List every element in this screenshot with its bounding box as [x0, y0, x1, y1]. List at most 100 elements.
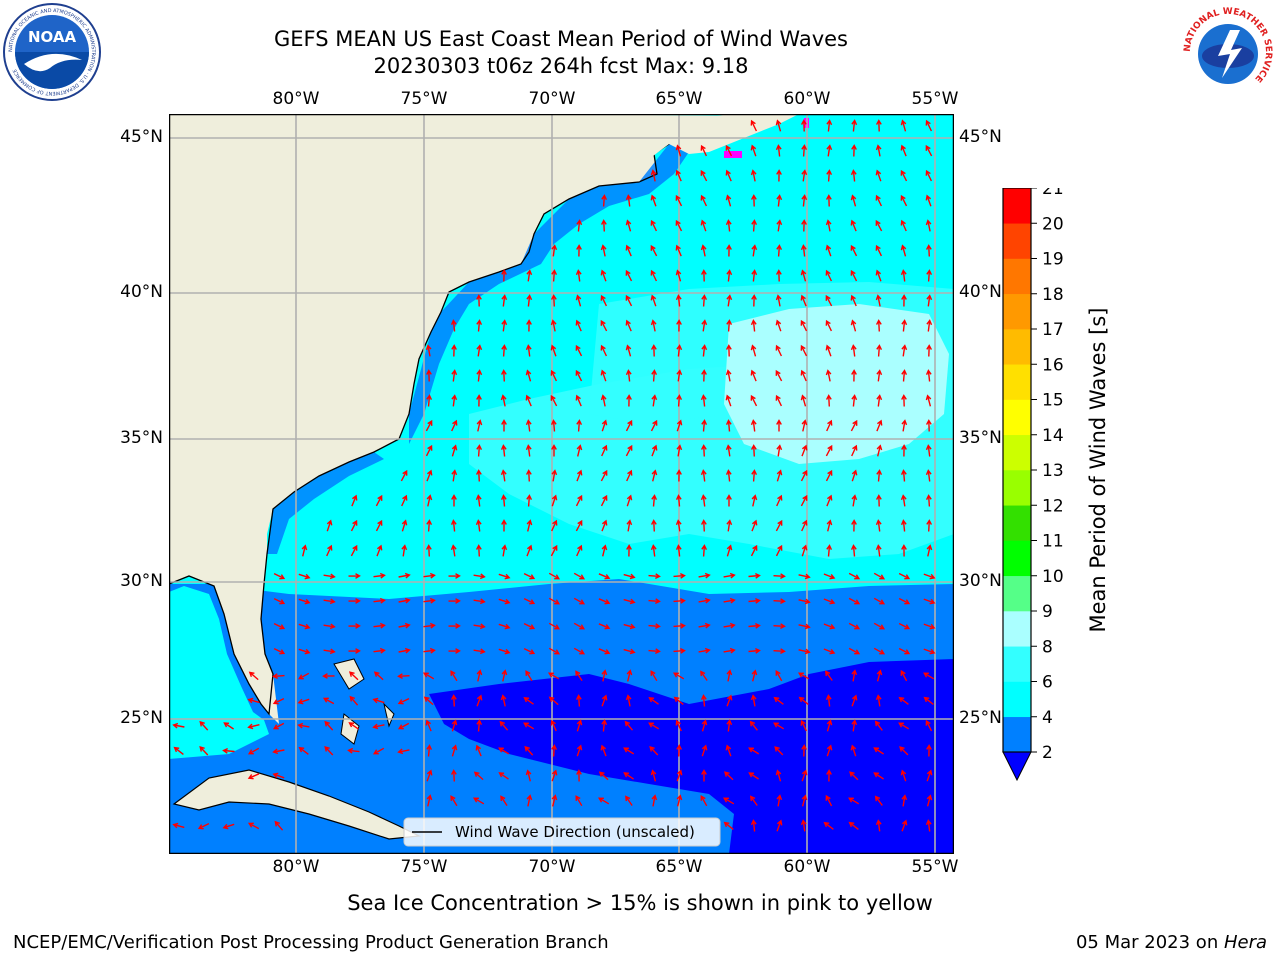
colorbar-tick-label: 4: [1042, 708, 1053, 728]
wave-arrow-icon: [851, 519, 857, 532]
wave-arrow-icon: [273, 647, 286, 655]
wave-arrow-icon: [650, 269, 658, 282]
wave-arrow-icon: [825, 294, 833, 307]
wave-arrow-icon: [526, 294, 533, 307]
wave-arrow-icon: [726, 269, 733, 282]
wave-arrow-icon: [750, 444, 757, 457]
wave-arrow-icon: [272, 722, 285, 730]
wave-arrow-icon: [750, 544, 758, 557]
wave-arrow-icon: [525, 670, 533, 682]
wave-arrow-icon: [625, 219, 632, 232]
wave-arrow-icon: [324, 720, 334, 731]
wave-arrow-icon: [551, 494, 558, 507]
wave-arrow-icon: [726, 694, 733, 707]
lat-label-right: 30°N: [959, 571, 1002, 591]
wave-arrow-icon: [550, 344, 557, 357]
wave-arrow-icon: [700, 444, 707, 457]
wave-arrow-icon: [548, 647, 561, 655]
wave-arrow-icon: [375, 494, 383, 507]
lon-label-top: 80°W: [272, 89, 320, 109]
wave-arrow-icon: [823, 598, 836, 605]
wave-arrow-icon: [773, 573, 786, 580]
wave-arrow-icon: [850, 194, 857, 207]
lon-label-top: 75°W: [400, 89, 448, 109]
coastal-band-2-4: [409, 114, 769, 444]
wave-arrow-icon: [825, 194, 832, 207]
wave-arrow-icon: [750, 144, 757, 157]
colorbar-cell: [1003, 434, 1031, 471]
wave-arrow-icon: [901, 819, 908, 832]
wave-arrow-icon: [725, 169, 732, 182]
wave-arrow-icon: [598, 648, 611, 655]
wave-arrow-icon: [650, 244, 658, 257]
wave-arrow-icon: [397, 748, 410, 755]
wave-arrow-icon: [900, 269, 907, 282]
wave-arrow-icon: [650, 294, 657, 307]
wave-arrow-icon: [576, 544, 583, 557]
wave-arrow-icon: [826, 494, 833, 507]
wave-arrow-icon: [550, 719, 557, 732]
wave-arrow-icon: [247, 697, 260, 704]
map-frame: [169, 114, 954, 854]
wave-arrow-icon: [700, 169, 708, 182]
wave-arrow-icon: [725, 744, 732, 757]
wave-arrow-icon: [473, 573, 486, 580]
wave-arrow-icon: [901, 319, 908, 332]
wave-arrow-icon: [575, 795, 583, 807]
colorbar-cell: [1003, 611, 1031, 647]
colorbar-cell: [1003, 364, 1031, 400]
wave-arrow-icon: [875, 544, 882, 557]
wave-arrow-icon: [650, 169, 657, 182]
wave-arrow-icon: [274, 820, 284, 831]
wave-arrow-icon: [848, 597, 861, 605]
wave-arrow-icon: [626, 469, 633, 482]
gulf-water: [169, 586, 269, 759]
wave-arrow-icon: [676, 419, 683, 432]
wave-arrow-icon: [676, 319, 682, 332]
wave-arrow-icon: [826, 744, 833, 757]
wave-arrow-icon: [423, 647, 436, 654]
wave-arrow-icon: [700, 219, 707, 232]
wave-arrow-icon: [901, 369, 908, 382]
lon-label-bottom: 75°W: [400, 857, 448, 877]
wave-arrow-icon: [475, 469, 482, 482]
wave-arrow-icon: [848, 821, 859, 830]
wave-arrow-icon: [623, 648, 636, 655]
wave-arrow-icon: [347, 747, 360, 754]
ocean-band-0-2: [429, 659, 954, 854]
wave-arrow-icon: [925, 194, 932, 207]
wave-arrow-icon: [501, 269, 507, 282]
wave-arrow-icon: [726, 244, 732, 257]
wave-arrow-icon: [222, 747, 235, 754]
wave-arrow-icon: [448, 623, 461, 629]
wave-arrow-icon: [851, 494, 858, 507]
wave-arrow-icon: [898, 647, 911, 655]
wave-arrow-icon: [748, 622, 761, 629]
wave-arrow-icon: [501, 544, 508, 557]
wave-arrow-icon: [801, 544, 808, 557]
wave-arrow-icon: [801, 769, 808, 782]
wave-arrow-icon: [323, 623, 336, 630]
wave-arrow-icon: [700, 469, 707, 482]
wave-arrow-icon: [526, 269, 533, 282]
lat-label-right: 25°N: [959, 708, 1002, 728]
colorbar-label: Mean Period of Wind Waves [s]: [1086, 307, 1110, 633]
wave-arrow-icon: [476, 294, 482, 307]
wave-arrow-icon: [575, 369, 583, 382]
wave-arrow-icon: [426, 769, 433, 782]
wave-arrow-icon: [825, 694, 832, 707]
wave-arrow-icon: [898, 597, 911, 605]
wave-arrow-icon: [625, 444, 633, 457]
wave-arrow-icon: [348, 722, 359, 730]
wave-arrow-icon: [601, 444, 608, 457]
wave-arrow-icon: [551, 244, 558, 257]
wave-arrow-icon: [598, 623, 611, 630]
wave-arrow-icon: [800, 344, 808, 357]
wave-arrow-icon: [775, 119, 782, 132]
wave-arrow-icon: [600, 219, 607, 232]
wave-arrow-icon: [676, 744, 683, 757]
wave-arrow-icon: [773, 648, 786, 655]
wave-arrow-icon: [199, 720, 209, 731]
wave-arrow-icon: [425, 544, 432, 557]
wave-arrow-icon: [350, 519, 358, 532]
